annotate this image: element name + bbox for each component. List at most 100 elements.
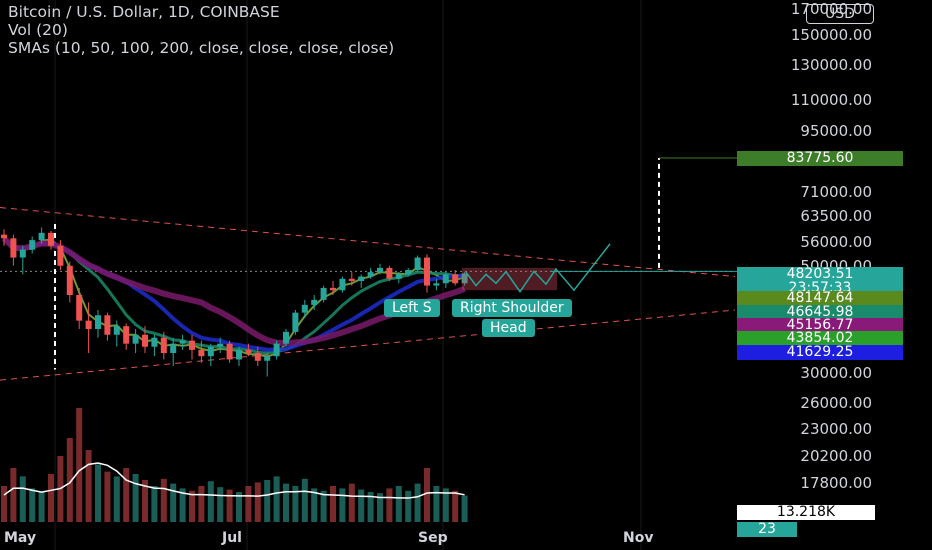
price-tag: 41629.25 [737,345,903,360]
candle-body [452,274,459,284]
volume-tag-secondary: 23 [737,522,797,537]
candle-body [48,232,54,246]
candle-body [19,249,26,258]
candle-body [442,274,449,284]
volume-bar [113,476,120,522]
candle-body [85,320,92,329]
sma200-line [1,236,466,347]
volume-bar [226,489,233,522]
volume-bar [311,488,318,522]
volume-bar [254,482,261,522]
time-tick-label: Sep [418,530,448,546]
candle-body [301,304,308,313]
volume-bar [160,478,167,522]
price-tick-label: 150000.00 [790,26,872,45]
volume-bar [461,495,468,522]
candle-body [311,299,318,305]
volume-bar [395,486,402,522]
price-tick-label: 130000.00 [790,56,872,75]
candle-body [414,257,421,271]
price-tick-label: 110000.00 [790,91,872,110]
volume-bar [95,464,101,522]
volume-bar [452,490,459,522]
candle-body [123,326,130,344]
candle-body [433,283,440,286]
candle-body [320,287,327,300]
head-label[interactable]: Head [482,319,535,337]
volume-bars [1,408,468,522]
volume-bar [151,486,158,522]
volume-bar [245,486,252,522]
candle-body [1,234,7,239]
price-tag: 43854.02 [737,331,903,346]
volume-bar [104,471,111,522]
volume-bar [142,480,148,522]
price-tick-label: 23000.00 [800,419,872,438]
volume-sma-line [3,462,465,499]
candle-body [104,315,111,335]
candle-body [330,287,336,291]
volume-bar [283,483,289,522]
candle-body [254,352,261,361]
candle-body [170,343,177,353]
volume-bar [367,492,374,522]
pattern-drawing [462,243,611,293]
sma-indicator-label[interactable]: SMAs (10, 50, 100, 200, close, close, cl… [8,39,395,57]
candle-body [132,334,139,344]
pattern-path [465,243,611,293]
volume-bar [29,488,36,522]
candle-body [57,245,64,266]
volume-bar [414,483,421,522]
currency-button[interactable]: USD [806,4,874,24]
candle-body [273,343,280,357]
volume-bar [38,492,45,522]
candle-body [179,340,186,344]
price-tick-label: 17800.00 [800,473,872,492]
candle-body [283,331,289,344]
price-tag: 45156.77 [737,318,903,333]
volume-bar [207,481,214,522]
volume-bar [377,493,383,522]
candle-body [292,312,299,332]
volume-bar [301,478,308,522]
volume-bar [292,486,299,522]
volume-indicator-label[interactable]: Vol (20) [8,21,68,39]
volume-bar [170,483,177,522]
candle-body [29,240,36,250]
channel-upper-line [0,207,736,278]
volume-bar [19,476,26,522]
volume-bar [433,486,440,522]
volume-sma [3,462,465,499]
volume-tag: 13.218K [737,505,875,520]
candle-body [198,349,205,357]
volume-bar [217,487,224,522]
price-tag: 83775.60 [737,151,903,166]
symbol-title[interactable]: Bitcoin / U.S. Dollar, 1D, COINBASE [8,3,280,21]
volume-bar [198,486,205,522]
volume-bar [179,488,186,522]
volume-bar [189,490,195,522]
right-shoulder-label-wrap: Right Shoulder [452,299,572,317]
candle-body [160,337,167,353]
candle-body [367,272,374,277]
left-shoulder-label[interactable]: Left S [384,299,440,317]
time-tick-label: May [4,530,37,546]
candle-body [395,274,402,279]
volume-bar [386,488,393,522]
volume-bar [358,489,365,522]
price-tick-label: 30000.00 [800,364,872,382]
volume-bar [123,468,130,522]
candle-body [405,270,412,275]
candle-body [236,349,242,360]
pattern-zone [462,267,557,291]
volume-bar [320,490,327,522]
volume-bar [442,488,449,522]
price-tick-label: 26000.00 [800,394,872,413]
candle-body [207,346,214,357]
candle-body [95,315,101,329]
price-tag: 48147.64 [737,291,903,306]
sma-lines [1,236,466,358]
channel-lower-line [0,309,736,381]
right-shoulder-label[interactable]: Right Shoulder [452,299,572,317]
